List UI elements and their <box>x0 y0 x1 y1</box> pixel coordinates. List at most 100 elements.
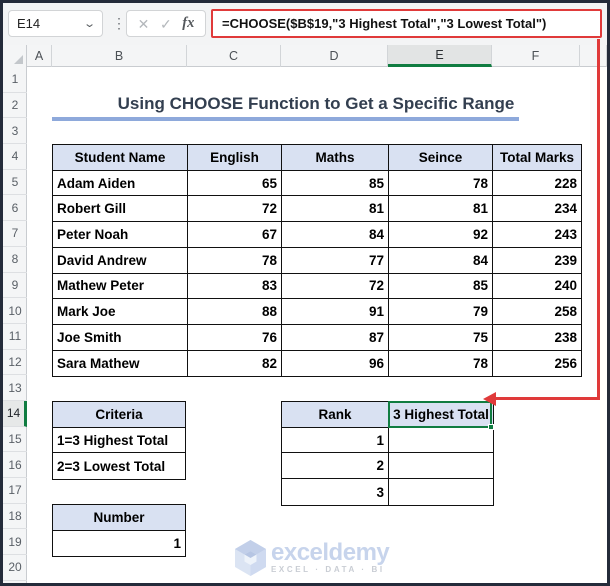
cell-english[interactable]: 88 <box>188 299 282 325</box>
main-table-header-2[interactable]: Maths <box>282 145 389 171</box>
row-header-10[interactable]: 10 <box>3 298 27 324</box>
select-all-corner[interactable] <box>3 45 27 67</box>
row-header-5[interactable]: 5 <box>3 170 27 196</box>
cell-english[interactable]: 83 <box>188 273 282 300</box>
row-header-4[interactable]: 4 <box>3 144 27 170</box>
formula-bar-drag-dots[interactable]: ⋮ <box>112 15 126 31</box>
main-table-header-0[interactable]: Student Name <box>53 145 188 171</box>
column-header-a[interactable]: A <box>27 45 52 67</box>
number-table: Number 1 <box>52 503 186 558</box>
column-header-c[interactable]: C <box>187 45 281 67</box>
main-table-header-1[interactable]: English <box>188 145 282 171</box>
chevron-down-icon[interactable]: ⌄ <box>82 18 96 30</box>
cell-total[interactable]: 258 <box>493 299 581 325</box>
cell-total[interactable]: 228 <box>493 170 581 197</box>
cell-english[interactable]: 65 <box>188 170 282 197</box>
row-header-7[interactable]: 7 <box>3 221 27 247</box>
criteria-option-2-cell[interactable]: 2=3 Lowest Total <box>53 453 185 480</box>
sheet-title[interactable]: Using CHOOSE Function to Get a Specific … <box>117 94 515 113</box>
cell-seince[interactable]: 75 <box>389 324 493 351</box>
cancel-icon[interactable]: ✕ <box>137 15 150 32</box>
cell-maths[interactable]: 87 <box>282 324 389 351</box>
cell-english[interactable]: 72 <box>188 196 282 223</box>
cell-english[interactable]: 76 <box>188 324 282 351</box>
cell-seince[interactable]: 79 <box>389 299 493 325</box>
column-header-e[interactable]: E <box>388 45 492 67</box>
cell-english[interactable]: 67 <box>188 222 282 248</box>
row-header-2[interactable]: 2 <box>3 93 27 119</box>
row-header-1[interactable]: 1 <box>3 67 27 93</box>
insert-function-icon[interactable]: fx <box>182 15 195 32</box>
cell-name[interactable]: Robert Gill <box>53 196 188 223</box>
column-header-f[interactable]: F <box>492 45 580 67</box>
row-header-11[interactable]: 11 <box>3 324 27 350</box>
cell-total[interactable]: 256 <box>493 350 581 377</box>
number-value-cell[interactable]: 1 <box>53 530 185 557</box>
row-header-12[interactable]: 12 <box>3 350 27 376</box>
cell-maths[interactable]: 85 <box>282 170 389 197</box>
cell-maths[interactable]: 84 <box>282 222 389 248</box>
row-header-8[interactable]: 8 <box>3 247 27 273</box>
cell-name-box[interactable]: E14 ⌄ <box>8 10 103 37</box>
cell-seince[interactable]: 84 <box>389 247 493 274</box>
rank-3-cell[interactable]: 3 <box>282 479 389 505</box>
cell-name[interactable]: Mathew Peter <box>53 273 188 300</box>
row-header-17[interactable]: 17 <box>3 478 27 504</box>
row-header-15[interactable]: 15 <box>3 427 27 453</box>
column-header-partial[interactable] <box>580 45 607 67</box>
cell-maths[interactable]: 72 <box>282 273 389 300</box>
cell-maths[interactable]: 77 <box>282 247 389 274</box>
table-row: Sara Mathew 82 96 78 256 <box>53 350 581 377</box>
column-header-b[interactable]: B <box>52 45 187 67</box>
cell-english[interactable]: 82 <box>188 350 282 377</box>
row-header-14[interactable]: 14 <box>3 400 27 427</box>
number-header-cell[interactable]: Number <box>53 504 185 531</box>
row-header-18[interactable]: 18 <box>3 504 27 530</box>
criteria-header-cell[interactable]: Criteria <box>53 402 185 428</box>
choose-result-cell[interactable]: 3 Highest Total <box>389 402 493 428</box>
formula-input[interactable]: =CHOOSE($B$19,"3 Highest Total","3 Lowes… <box>211 9 602 38</box>
cell-total[interactable]: 243 <box>493 222 581 248</box>
row-header-3[interactable]: 3 <box>3 118 27 145</box>
criteria-option-1-cell[interactable]: 1=3 Highest Total <box>53 427 185 454</box>
cell-seince[interactable]: 81 <box>389 196 493 223</box>
cell-total[interactable]: 238 <box>493 324 581 351</box>
cell-seince[interactable]: 85 <box>389 273 493 300</box>
rank-2-result-cell[interactable] <box>389 453 493 480</box>
formula-bar-buttons: ✕ ✓ fx <box>126 10 206 37</box>
row-header-6[interactable]: 6 <box>3 195 27 222</box>
rank-1-cell[interactable]: 1 <box>282 427 389 454</box>
cell-total[interactable]: 239 <box>493 247 581 274</box>
row-header-9[interactable]: 9 <box>3 273 27 299</box>
cell-maths[interactable]: 96 <box>282 350 389 377</box>
cell-name[interactable]: Adam Aiden <box>53 170 188 197</box>
cell-total[interactable]: 240 <box>493 273 581 300</box>
cell-name[interactable]: Sara Mathew <box>53 350 188 377</box>
table-row: Mark Joe 88 91 79 258 <box>53 299 581 325</box>
cell-seince[interactable]: 78 <box>389 170 493 197</box>
cell-english[interactable]: 78 <box>188 247 282 274</box>
row-header-16[interactable]: 16 <box>3 452 27 478</box>
enter-icon[interactable]: ✓ <box>159 15 172 32</box>
column-header-d[interactable]: D <box>281 45 388 67</box>
cell-name[interactable]: Mark Joe <box>53 299 188 325</box>
rank-header-cell[interactable]: Rank <box>282 402 389 428</box>
main-table-header-4[interactable]: Total Marks <box>493 145 581 171</box>
cell-seince[interactable]: 92 <box>389 222 493 248</box>
arrow-head-icon <box>483 391 496 406</box>
cell-name[interactable]: Joe Smith <box>53 324 188 351</box>
row-header-13[interactable]: 13 <box>3 375 27 401</box>
row-header-19[interactable]: 19 <box>3 529 27 556</box>
fill-handle[interactable] <box>488 424 494 430</box>
cell-total[interactable]: 234 <box>493 196 581 223</box>
cell-maths[interactable]: 91 <box>282 299 389 325</box>
rank-3-result-cell[interactable] <box>389 479 493 505</box>
cell-seince[interactable]: 78 <box>389 350 493 377</box>
cell-name[interactable]: David Andrew <box>53 247 188 274</box>
rank-2-cell[interactable]: 2 <box>282 453 389 480</box>
cell-maths[interactable]: 81 <box>282 196 389 223</box>
row-header-20[interactable]: 20 <box>3 555 27 581</box>
main-table-header-3[interactable]: Seince <box>389 145 493 171</box>
cell-name[interactable]: Peter Noah <box>53 222 188 248</box>
rank-1-result-cell[interactable] <box>389 427 493 454</box>
